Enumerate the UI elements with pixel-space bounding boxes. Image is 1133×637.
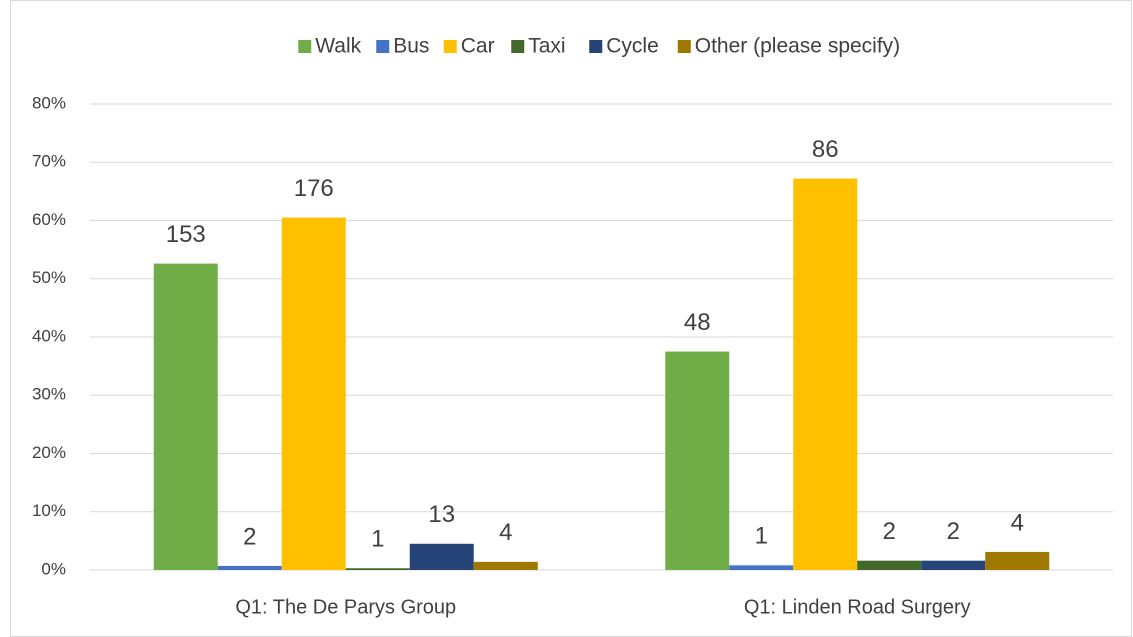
legend-swatch xyxy=(677,40,691,53)
y-tick-label: 30% xyxy=(32,385,66,404)
legend-label: Other (please specify) xyxy=(695,35,900,58)
y-tick-label: 10% xyxy=(32,501,66,520)
count-label: 1 xyxy=(755,523,768,550)
count-label: 2 xyxy=(947,518,960,545)
legend-swatch xyxy=(589,40,603,53)
legend-swatch xyxy=(511,40,525,53)
bar xyxy=(217,565,282,570)
legend-label: Taxi xyxy=(528,35,565,58)
count-label: 1 xyxy=(371,526,384,553)
bar xyxy=(793,178,858,570)
count-label: 2 xyxy=(883,518,896,545)
x-tick-label: Q1: The De Parys Group xyxy=(235,596,456,618)
y-tick-label: 40% xyxy=(32,326,66,345)
legend-label: Bus xyxy=(393,35,429,58)
y-tick-label: 70% xyxy=(32,152,66,171)
count-label: 176 xyxy=(294,175,334,202)
bar xyxy=(857,560,922,570)
y-tick-label: 0% xyxy=(41,559,66,578)
x-tick-label: Q1: Linden Road Surgery xyxy=(744,596,971,618)
count-label: 4 xyxy=(499,519,512,546)
count-label: 4 xyxy=(1011,509,1024,536)
y-tick-label: 20% xyxy=(32,443,66,462)
count-label: 13 xyxy=(428,501,455,528)
count-label: 2 xyxy=(243,523,256,550)
bar xyxy=(345,568,410,570)
legend-swatch xyxy=(298,40,312,53)
legend-swatch xyxy=(376,40,390,53)
bar xyxy=(281,217,346,570)
legend-label: Cycle xyxy=(606,35,659,58)
bar xyxy=(409,543,474,570)
bar xyxy=(473,561,538,570)
legend-swatch xyxy=(443,40,457,53)
bar xyxy=(729,565,794,570)
count-label: 48 xyxy=(684,309,711,336)
bar xyxy=(921,560,986,570)
legend-label: Car xyxy=(461,35,495,58)
y-tick-label: 50% xyxy=(32,268,66,287)
legend-label: Walk xyxy=(315,35,361,58)
y-tick-label: 80% xyxy=(32,93,66,112)
bar xyxy=(985,551,1050,570)
count-label: 86 xyxy=(812,136,839,163)
count-label: 153 xyxy=(166,221,206,248)
bar xyxy=(665,351,730,570)
y-tick-label: 60% xyxy=(32,210,66,229)
bar xyxy=(153,263,218,570)
